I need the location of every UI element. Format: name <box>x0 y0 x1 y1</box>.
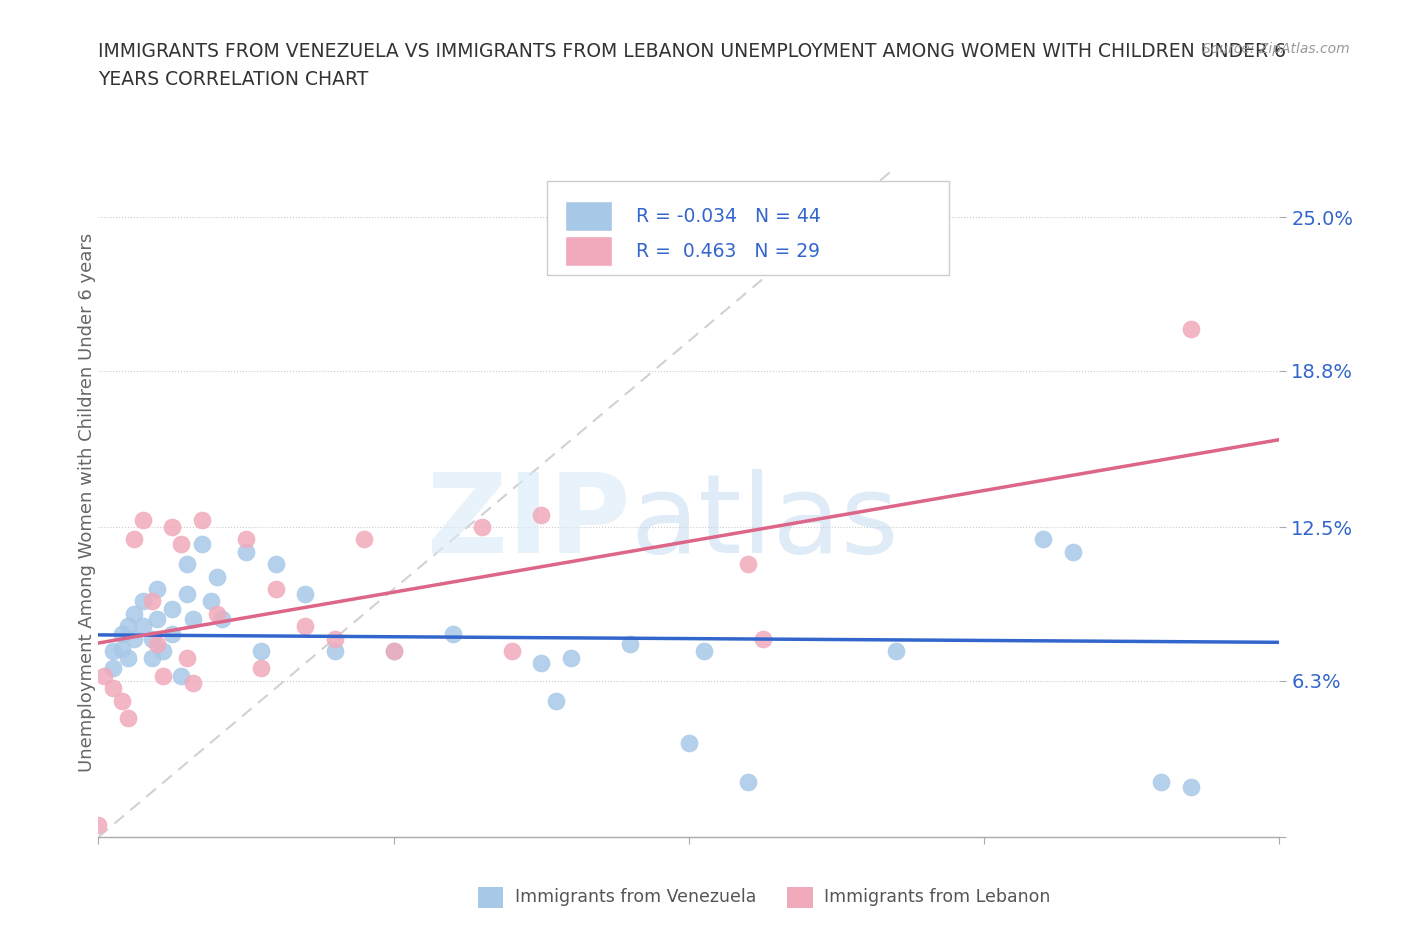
Point <box>103 644 125 658</box>
Point <box>1062 544 1084 559</box>
Point <box>152 669 174 684</box>
Point <box>103 661 125 676</box>
Point <box>323 631 346 646</box>
Point <box>117 651 139 666</box>
Point <box>181 676 204 691</box>
Point <box>146 581 169 596</box>
FancyBboxPatch shape <box>547 180 949 274</box>
Text: IMMIGRANTS FROM VENEZUELA VS IMMIGRANTS FROM LEBANON UNEMPLOYMENT AMONG WOMEN WI: IMMIGRANTS FROM VENEZUELA VS IMMIGRANTS … <box>98 42 1286 60</box>
Point <box>323 644 346 658</box>
Point <box>235 532 257 547</box>
Point <box>1032 532 1054 547</box>
Point <box>737 775 759 790</box>
Point <box>122 606 145 621</box>
Point <box>382 644 405 658</box>
Point <box>1150 775 1173 790</box>
Point <box>141 631 163 646</box>
Point <box>176 557 198 572</box>
Point <box>117 711 139 725</box>
Bar <box>565 236 612 266</box>
Bar <box>565 202 612 232</box>
Text: ZIP: ZIP <box>426 469 630 576</box>
Point <box>87 817 110 832</box>
Text: Immigrants from Venezuela: Immigrants from Venezuela <box>515 888 756 907</box>
Point <box>235 544 257 559</box>
Point <box>1180 321 1202 336</box>
Point <box>619 636 641 651</box>
Text: atlas: atlas <box>630 469 898 576</box>
Point <box>250 644 273 658</box>
Point <box>250 661 273 676</box>
Text: R =  0.463   N = 29: R = 0.463 N = 29 <box>636 242 820 260</box>
Point <box>1180 780 1202 795</box>
Text: R = -0.034   N = 44: R = -0.034 N = 44 <box>636 206 821 226</box>
Point <box>162 626 183 641</box>
Point <box>501 644 523 658</box>
Point <box>191 537 214 551</box>
Point <box>353 532 375 547</box>
Point <box>191 512 214 527</box>
Point <box>103 681 125 696</box>
Point <box>111 693 134 708</box>
Point <box>441 626 464 641</box>
Point <box>122 532 145 547</box>
Point <box>176 587 198 602</box>
Point <box>132 512 155 527</box>
Point <box>93 669 115 684</box>
Point <box>162 520 183 535</box>
Point <box>264 557 287 572</box>
Point <box>141 651 163 666</box>
Y-axis label: Unemployment Among Women with Children Under 6 years: Unemployment Among Women with Children U… <box>79 232 96 772</box>
Point <box>530 507 553 522</box>
Point <box>544 693 567 708</box>
Point <box>884 644 907 658</box>
Point <box>530 656 553 671</box>
Point <box>146 611 169 626</box>
Point <box>205 569 228 584</box>
Point <box>737 557 759 572</box>
Point <box>264 581 287 596</box>
Point <box>678 736 700 751</box>
Point <box>211 611 233 626</box>
Point <box>162 602 183 617</box>
Point <box>111 626 134 641</box>
Point <box>200 594 222 609</box>
Point <box>382 644 405 658</box>
Point <box>560 651 582 666</box>
Point <box>181 611 204 626</box>
Point <box>141 594 163 609</box>
Point <box>111 641 134 656</box>
Text: Source: ZipAtlas.com: Source: ZipAtlas.com <box>1202 42 1350 56</box>
Point <box>170 537 193 551</box>
Point <box>751 631 773 646</box>
Point <box>146 636 169 651</box>
Point <box>205 606 228 621</box>
Point <box>132 594 155 609</box>
Text: YEARS CORRELATION CHART: YEARS CORRELATION CHART <box>98 70 368 88</box>
Point <box>176 651 198 666</box>
Point <box>693 644 716 658</box>
Point <box>170 669 193 684</box>
Point <box>117 618 139 633</box>
Point <box>152 644 174 658</box>
Point <box>122 631 145 646</box>
Text: Immigrants from Lebanon: Immigrants from Lebanon <box>824 888 1050 907</box>
Point <box>294 587 316 602</box>
Point <box>294 618 316 633</box>
Point <box>471 520 494 535</box>
Point <box>132 618 155 633</box>
